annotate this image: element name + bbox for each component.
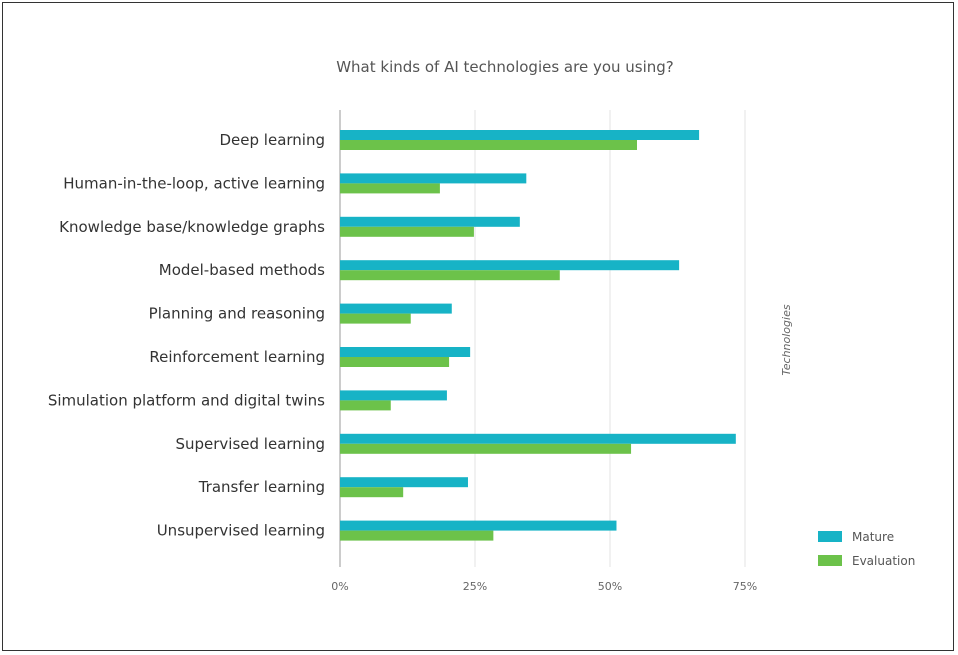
bar-mature <box>340 130 700 140</box>
y-axis-title: Technologies <box>780 304 793 375</box>
bar-mature <box>340 260 680 271</box>
bar-mature <box>340 216 520 227</box>
bar-mature <box>340 477 468 488</box>
bar-mature <box>340 173 527 184</box>
bar-evaluation <box>340 183 440 194</box>
x-tick-label: 25% <box>463 580 487 593</box>
bar-evaluation <box>340 443 632 454</box>
chart-title: What kinds of AI technologies are you us… <box>336 58 674 76</box>
legend-label-evaluation: Evaluation <box>852 554 915 568</box>
category-label: Simulation platform and digital twins <box>48 391 325 409</box>
bar-evaluation <box>340 140 637 150</box>
bar-mature <box>340 433 736 444</box>
x-tick-label: 75% <box>733 580 757 593</box>
category-label: Supervised learning <box>175 435 325 453</box>
bar-evaluation <box>340 487 404 498</box>
x-tick-label: 50% <box>598 580 622 593</box>
bar-evaluation <box>340 357 450 367</box>
bar-evaluation <box>340 270 560 281</box>
legend-label-mature: Mature <box>852 530 894 544</box>
category-label: Deep learning <box>220 131 326 149</box>
bar-evaluation <box>340 313 411 324</box>
category-label: Knowledge base/knowledge graphs <box>59 218 325 236</box>
category-label: Human-in-the-loop, active learning <box>63 174 325 192</box>
bar-mature <box>340 520 617 531</box>
category-label: Model-based methods <box>159 261 325 279</box>
bar-evaluation <box>340 400 391 411</box>
category-label: Unsupervised learning <box>157 522 325 540</box>
legend-swatch-mature <box>818 531 842 542</box>
category-label: Reinforcement learning <box>149 348 325 366</box>
bar-mature <box>340 390 447 401</box>
category-label: Planning and reasoning <box>149 305 325 323</box>
bar-evaluation <box>340 226 474 237</box>
bar-mature <box>340 303 452 314</box>
category-label: Transfer learning <box>198 478 325 496</box>
bar-mature <box>340 347 471 357</box>
legend-swatch-evaluation <box>818 555 842 566</box>
bar-evaluation <box>340 530 494 541</box>
x-tick-label: 0% <box>331 580 348 593</box>
